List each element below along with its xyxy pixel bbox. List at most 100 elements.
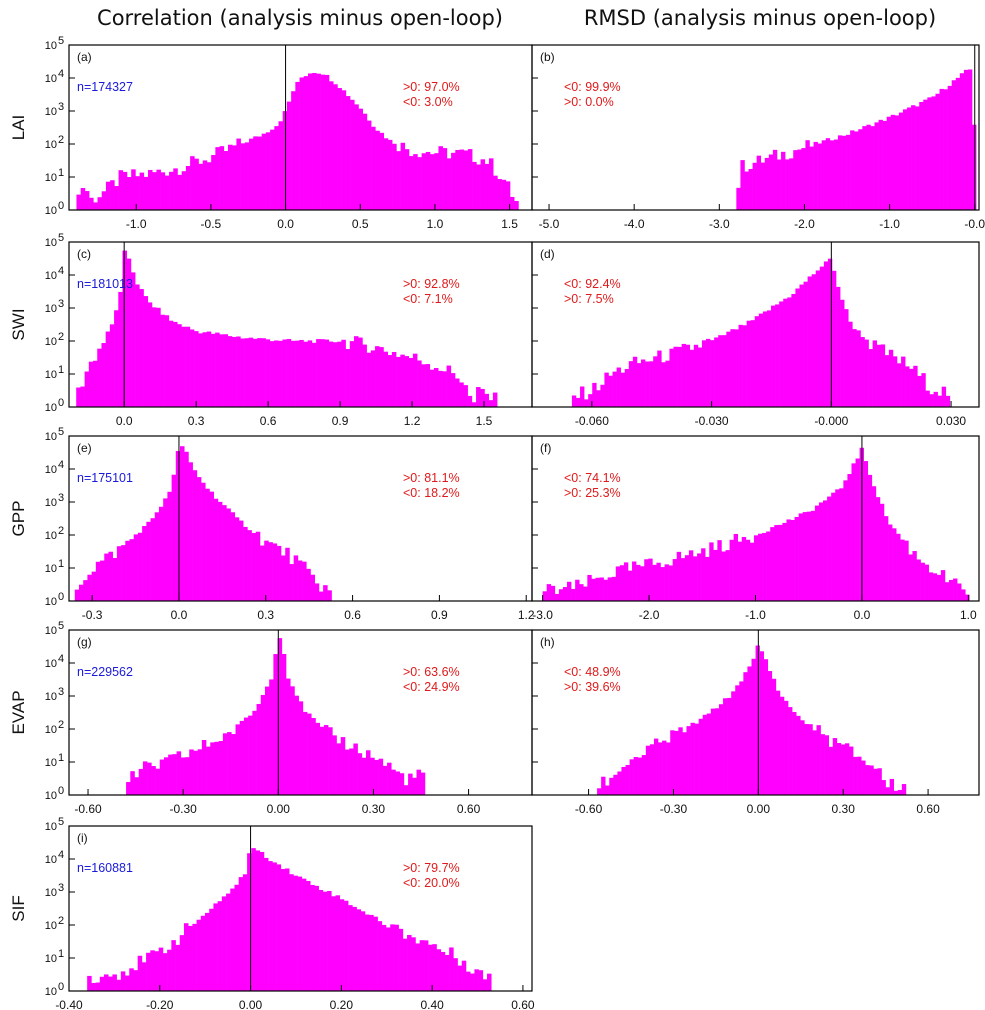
histogram-bar — [662, 740, 667, 795]
histogram-bar — [542, 591, 547, 601]
histogram-bar — [356, 909, 362, 991]
stat-percentage: <0: 74.1% — [564, 471, 621, 485]
histogram-bar — [91, 982, 96, 991]
histogram-bar — [358, 108, 363, 210]
histogram-bar — [180, 757, 186, 795]
histogram-bar — [817, 143, 822, 210]
histogram-bar — [416, 769, 422, 795]
histogram-bar — [580, 386, 585, 407]
histogram-bar — [408, 156, 414, 210]
histogram-bar — [227, 732, 232, 795]
histogram-bar — [198, 333, 203, 407]
histogram-bar — [434, 153, 439, 210]
histogram-bar — [932, 573, 938, 601]
histogram-bar — [194, 331, 199, 407]
histogram-bar — [467, 149, 473, 210]
histogram-bar — [349, 341, 355, 407]
histogram-bar — [737, 541, 743, 601]
histogram-bar — [438, 146, 443, 210]
histogram-bar — [779, 696, 785, 795]
stat-percentage: <0: 92.4% — [564, 277, 621, 291]
histogram-bar — [239, 720, 245, 795]
histogram-bar — [835, 489, 840, 601]
histogram-bar — [130, 771, 135, 795]
histogram-bar — [827, 258, 833, 407]
histogram-bar — [236, 138, 241, 210]
histogram-bar — [390, 924, 395, 991]
histogram-bar — [147, 762, 152, 795]
histogram-bar — [929, 394, 934, 407]
histogram-bar — [364, 914, 370, 991]
histogram-bar — [79, 584, 84, 601]
histogram-bar — [320, 339, 325, 407]
x-tick-label: -0.060 — [575, 414, 609, 428]
histogram-bar — [210, 742, 215, 795]
column-title-rmsd: RMSD (analysis minus open-loop) — [584, 6, 936, 30]
histogram-bar — [467, 395, 473, 407]
histogram-bar — [768, 154, 774, 210]
histogram-bar — [750, 320, 756, 407]
histogram-bar — [874, 122, 879, 210]
histogram-bar — [76, 387, 81, 407]
histogram-bar — [109, 324, 115, 407]
histogram-bar — [723, 698, 728, 795]
histogram-bar — [260, 694, 266, 795]
row-label: GPP — [9, 501, 28, 537]
histogram-bar — [125, 540, 130, 601]
histogram-bar — [265, 132, 271, 210]
histogram-bar — [130, 272, 136, 407]
histogram-bar — [833, 139, 839, 210]
histogram-bar — [455, 378, 460, 407]
histogram-bar — [771, 678, 777, 795]
histogram-bar — [869, 765, 874, 795]
histogram-bar — [816, 725, 821, 795]
histogram-bar — [269, 679, 274, 795]
row-label: LAI — [9, 115, 28, 141]
histogram-bar — [857, 756, 862, 795]
histogram-bar — [965, 594, 970, 601]
histogram-bar — [108, 976, 113, 991]
histogram-bar — [731, 691, 736, 795]
histogram-bar — [172, 754, 177, 795]
histogram-bar — [141, 962, 147, 991]
histogram-bar — [137, 532, 143, 601]
y-tick-exponent: 2 — [58, 719, 64, 731]
histogram-bar — [311, 342, 317, 407]
histogram-bar — [471, 402, 477, 407]
histogram-bar — [951, 80, 957, 211]
histogram-bar — [802, 512, 808, 601]
histogram-bar — [583, 586, 588, 601]
histogram-bar — [173, 321, 178, 407]
histogram-bar — [798, 513, 804, 601]
histogram-bar — [396, 356, 401, 407]
histogram-bar — [185, 326, 191, 407]
histogram-bar — [793, 150, 798, 210]
column-title-correlation: Correlation (analysis minus open-loop) — [97, 6, 503, 30]
histogram-bar — [286, 339, 292, 407]
histogram-bar — [154, 512, 160, 601]
histogram-bar — [126, 177, 132, 210]
y-tick-label: 10 — [45, 139, 57, 151]
histogram-bar — [878, 119, 883, 210]
histogram-bar — [404, 356, 410, 407]
histogram-bar — [758, 533, 763, 601]
y-tick-exponent: 4 — [58, 459, 64, 471]
histogram-bar — [851, 463, 856, 601]
stat-percentage: <0: 7.1% — [403, 292, 453, 306]
histogram-bar — [799, 284, 804, 407]
y-tick-label: 10 — [45, 953, 57, 965]
histogram-bar — [210, 333, 216, 407]
histogram-bar — [885, 787, 890, 795]
histogram-bar — [319, 726, 325, 795]
histogram-bar — [122, 250, 128, 407]
histogram-bar — [446, 365, 452, 407]
histogram-bar — [350, 99, 355, 210]
histogram-bar — [425, 151, 431, 210]
y-tick-exponent: 0 — [58, 981, 64, 993]
histogram-bar — [306, 880, 311, 991]
histogram-bar — [175, 944, 181, 991]
histogram-bar — [924, 564, 929, 601]
histogram-bar — [83, 580, 88, 601]
histogram-bar — [825, 138, 831, 210]
histogram-bar — [89, 197, 94, 210]
